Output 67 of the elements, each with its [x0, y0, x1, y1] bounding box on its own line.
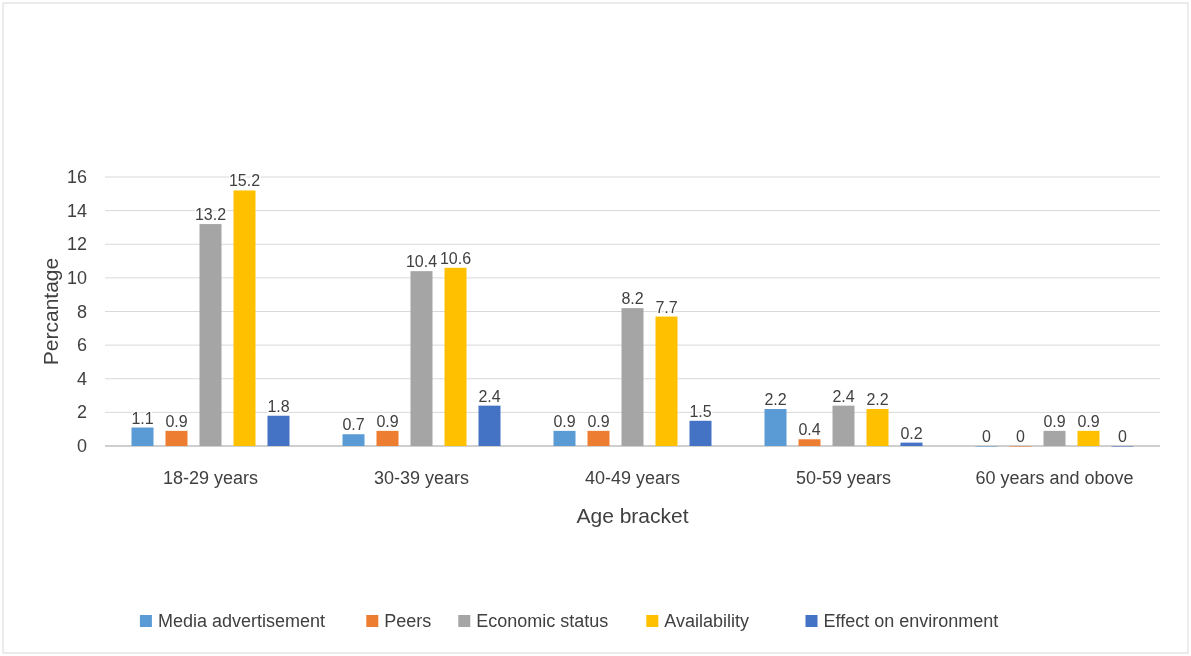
data-label: 10.4 — [405, 253, 438, 271]
bar — [689, 420, 712, 446]
data-label: 0.2 — [900, 424, 923, 442]
data-label: 2.4 — [478, 387, 501, 405]
bar — [410, 271, 433, 446]
bar — [444, 267, 467, 446]
bar — [866, 409, 889, 446]
x-tick-label: 50-59 years — [795, 468, 892, 488]
data-label: 0 — [1118, 428, 1128, 445]
y-tick-label: 0 — [76, 436, 87, 456]
bar — [798, 439, 821, 446]
data-label: 0.4 — [798, 421, 821, 439]
legend-label: Economic status — [476, 611, 609, 631]
data-label: 10.6 — [439, 249, 472, 267]
y-tick-label: 10 — [66, 267, 87, 288]
data-label: 1.8 — [267, 397, 290, 415]
data-label: 0.7 — [342, 416, 365, 434]
data-label: 13.2 — [194, 206, 227, 224]
y-tick-label: 12 — [66, 234, 87, 255]
data-label: 1.5 — [689, 402, 712, 420]
bar — [267, 415, 290, 446]
data-label: 0.9 — [165, 412, 188, 430]
bar — [1043, 430, 1066, 446]
x-tick-label: 18-29 years — [162, 468, 259, 488]
x-tick-label: 30-39 years — [373, 468, 470, 488]
bar — [587, 430, 610, 446]
x-tick-label: 40-49 years — [584, 468, 681, 488]
data-label: 2.2 — [866, 391, 889, 409]
y-tick-label: 8 — [76, 301, 87, 322]
bar — [199, 224, 222, 446]
data-label: 0.9 — [553, 412, 576, 430]
bar — [832, 405, 855, 446]
data-label: 0.9 — [1043, 412, 1066, 430]
bar — [233, 190, 256, 446]
data-label: 0.9 — [587, 412, 610, 430]
data-label: 2.2 — [764, 391, 787, 409]
bar — [478, 405, 501, 446]
bar — [553, 430, 576, 446]
bar — [1077, 430, 1100, 446]
data-label: 0.9 — [376, 412, 399, 430]
data-label: 0.9 — [1077, 412, 1100, 430]
bar — [376, 430, 399, 446]
y-axis-title: Percantage — [39, 257, 62, 366]
data-label: 1.1 — [131, 409, 154, 427]
legend-label: Media advertisement — [157, 611, 325, 631]
bar — [764, 409, 787, 446]
legend-label: Effect on environment — [823, 611, 999, 631]
legend-label: Availability — [664, 611, 750, 631]
legend-label: Peers — [384, 611, 432, 631]
bar — [655, 316, 678, 446]
bar — [342, 434, 365, 446]
bar — [621, 308, 644, 446]
y-tick-label: 6 — [76, 335, 87, 356]
y-tick-label: 2 — [76, 402, 87, 423]
bar — [165, 430, 188, 446]
data-label: 8.2 — [621, 290, 644, 308]
data-label: 2.4 — [832, 387, 855, 405]
y-tick-label: 14 — [66, 200, 87, 221]
data-label: 0 — [982, 428, 992, 445]
y-tick-label: 4 — [76, 368, 87, 389]
data-label: 0 — [1016, 428, 1026, 445]
y-tick-label: 16 — [66, 167, 87, 187]
data-label: 7.7 — [655, 298, 678, 316]
x-axis-title: Age bracket — [576, 504, 689, 527]
bar — [131, 427, 154, 446]
data-label: 15.2 — [228, 172, 261, 190]
x-tick-label: 60 years and obove — [975, 468, 1134, 488]
